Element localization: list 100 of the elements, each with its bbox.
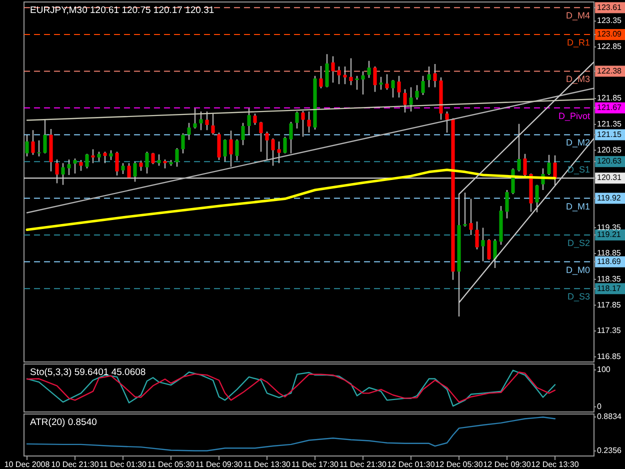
y-tick-label: 122.85: [597, 42, 622, 52]
ref-line-label: D_S1: [567, 164, 590, 175]
candlestick: [517, 123, 521, 172]
y-tick-label: 118.17: [597, 284, 622, 293]
candlestick: [415, 84, 419, 100]
candlestick: [421, 75, 425, 96]
y-tick-label: 117.85: [597, 300, 622, 310]
x-tick-label: 11 Dec 01:30: [100, 460, 148, 469]
candlestick: [235, 138, 239, 162]
candlestick: [241, 122, 245, 146]
candlestick: [433, 63, 437, 88]
candlestick: [67, 159, 71, 176]
candlestick: [175, 148, 179, 168]
candlestick: [379, 76, 383, 90]
candlestick: [199, 111, 203, 131]
x-tick-label: 11 Dec 13:30: [244, 460, 292, 469]
y-tick-label: 121.67: [597, 102, 622, 112]
candlestick: [289, 121, 293, 154]
candlestick: [127, 162, 131, 179]
candlestick: [25, 134, 29, 157]
ref-line-label: D_S2: [567, 238, 590, 248]
y-tick-label: 118.35: [597, 274, 622, 284]
ref-line-label: D_S3: [567, 292, 590, 302]
candlestick: [31, 130, 35, 156]
candlestick: [331, 56, 335, 84]
candlestick: [187, 122, 191, 140]
x-tick-label: 12 Dec 01:30: [387, 460, 436, 469]
ref-line-label: D_M2: [566, 138, 590, 148]
y-tick-label: 0: [597, 402, 602, 411]
candlestick: [193, 108, 197, 130]
candlestick: [115, 151, 119, 176]
x-tick-label: 10 Dec 21:30: [51, 460, 100, 469]
candlestick: [493, 238, 497, 268]
candlestick: [253, 113, 257, 126]
x-tick-label: 11 Dec 21:30: [340, 460, 388, 469]
candlestick: [403, 88, 407, 114]
candlestick: [511, 168, 515, 195]
x-tick-label: 12 Dec 09:30: [483, 460, 532, 469]
candlestick: [349, 58, 353, 86]
x-tick-label: 10 Dec 2008: [4, 460, 50, 469]
line-series: [26, 416, 556, 452]
candlestick: [37, 140, 41, 157]
x-tick-label: 12 Dec 05:30: [435, 460, 484, 469]
x-tick-label: 11 Dec 05:30: [148, 460, 196, 469]
candlestick: [355, 75, 359, 90]
y-tick-label: 122.38: [597, 66, 622, 76]
chart-title: EURJPY,M30 120.61 120.75 120.17 120.31: [30, 5, 214, 16]
candlestick: [301, 110, 305, 138]
chart-title: ATR(20) 0.8540: [30, 417, 97, 428]
x-tick-label: 11 Dec 09:30: [196, 460, 244, 469]
y-tick-label: 121.35: [597, 120, 622, 129]
candlestick: [91, 148, 95, 164]
candlestick: [343, 66, 347, 85]
candlestick: [283, 136, 287, 154]
candlestick: [475, 221, 479, 250]
candlestick: [247, 108, 251, 136]
y-tick-label: 123.61: [597, 2, 622, 12]
candlestick: [535, 184, 539, 213]
candlestick: [325, 54, 329, 88]
candlestick: [217, 132, 221, 161]
x-tick-label: 11 Dec 17:30: [292, 460, 340, 469]
candlestick: [271, 138, 275, 166]
candlestick: [487, 238, 491, 260]
candlestick: [61, 162, 65, 186]
y-tick-label: 119.35: [597, 222, 622, 232]
candlestick: [469, 198, 473, 236]
y-tick-label: 121.85: [597, 94, 622, 103]
candlestick: [481, 227, 485, 262]
candlestick: [307, 111, 311, 134]
y-tick-label: 123.35: [597, 16, 622, 26]
candlestick: [139, 160, 143, 172]
candlestick: [133, 161, 137, 182]
candlestick: [223, 138, 227, 162]
candlestick: [121, 162, 125, 174]
candlestick: [547, 154, 551, 176]
y-tick-label: 121.15: [597, 130, 622, 139]
candlestick: [397, 75, 401, 98]
candlestick: [385, 74, 389, 90]
ref-line-label: D_M0: [566, 264, 590, 275]
y-tick-label: 116.85: [597, 352, 622, 361]
candlestick: [361, 70, 365, 95]
y-tick-label: 119.21: [597, 230, 622, 240]
candlestick: [463, 192, 467, 228]
candlestick: [409, 86, 413, 112]
candlestick: [205, 111, 209, 131]
y-tick-label: 100: [597, 365, 611, 374]
candlestick: [229, 130, 233, 168]
y-tick-label: 118.85: [597, 248, 622, 258]
candlestick: [505, 190, 509, 219]
candlestick: [277, 140, 281, 164]
ref-line-label: D_Pivot: [558, 110, 590, 121]
candlestick: [151, 152, 155, 165]
y-tick-label: 118.69: [597, 256, 622, 266]
y-tick-label: 119.92: [597, 193, 622, 202]
candlestick: [553, 154, 557, 186]
candlestick: [109, 150, 113, 161]
x-tick-label: 12 Dec 13:30: [531, 460, 580, 469]
candlestick: [265, 131, 269, 160]
candlestick: [211, 113, 215, 136]
y-tick-label: 123.09: [597, 30, 622, 39]
